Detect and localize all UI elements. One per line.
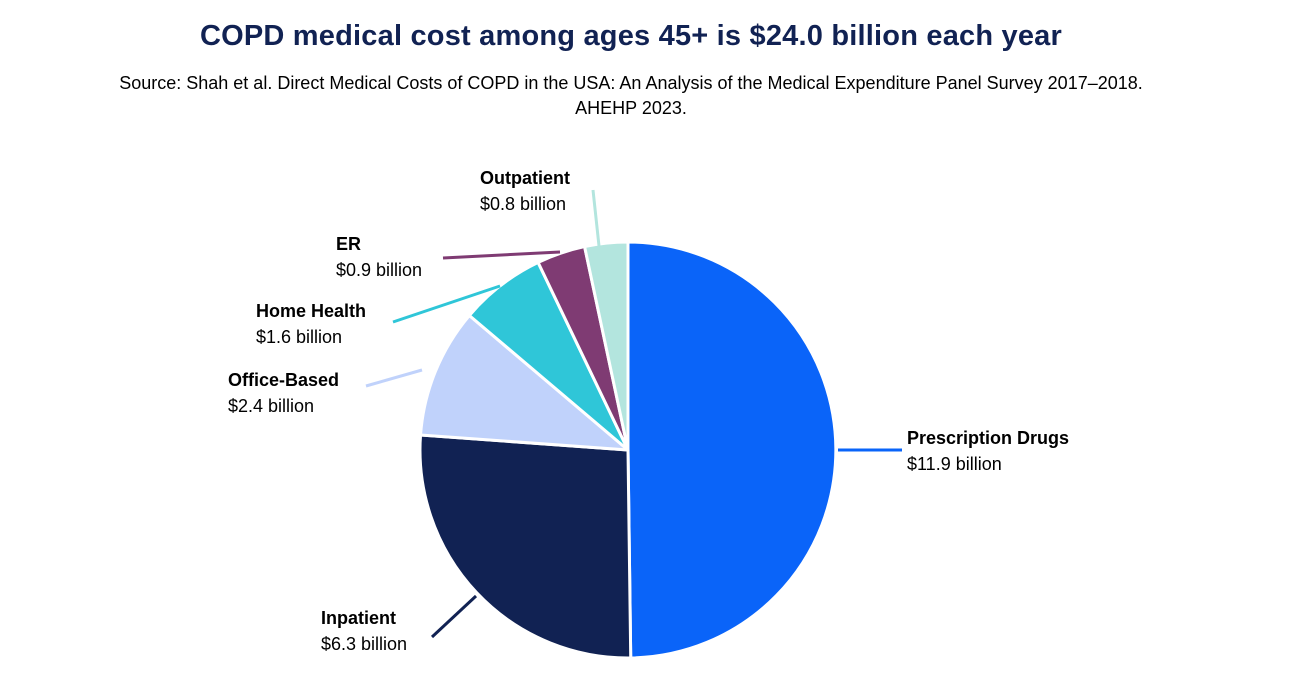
slice-label-outpatient: Outpatient $0.8 billion <box>480 165 570 217</box>
slice-label-inpatient: Inpatient $6.3 billion <box>321 605 407 657</box>
leader-line-outpatient <box>591 189 601 247</box>
slice-value-er: $0.9 billion <box>336 260 423 280</box>
leader-line-inpatient <box>430 594 478 639</box>
slice-name-inpatient: Inpatient <box>321 608 396 628</box>
leader-line-er <box>442 250 561 260</box>
pie-slice-office-based <box>419 313 630 452</box>
slice-value-prescription-drugs: $11.9 billion <box>907 454 1002 474</box>
slice-value-outpatient: $0.8 billion <box>480 194 567 214</box>
slice-name-home-health: Home Health <box>256 301 367 321</box>
slice-value-inpatient: $6.3 billion <box>321 634 408 654</box>
pie-slice-outpatient <box>583 240 630 452</box>
slice-name-prescription-drugs: Prescription Drugs <box>907 428 1070 448</box>
leader-line-home-health <box>392 284 501 324</box>
slice-label-home-health: Home Health $1.6 billion <box>256 298 366 350</box>
slice-label-er: ER $0.9 billion <box>336 231 422 283</box>
slice-name-office-based: Office-Based <box>228 370 340 390</box>
subtitle-line-1: Source: Shah et al. Direct Medical Costs… <box>119 73 1143 93</box>
slice-name-er: ER <box>336 234 362 254</box>
slice-value-office-based: $2.4 billion <box>228 396 315 416</box>
pie-slice-inpatient <box>418 433 633 660</box>
slice-label-office-based: Office-Based $2.4 billion <box>228 367 339 419</box>
chart-subtitle: Source: Shah et al. Direct Medical Costs… <box>0 71 1262 121</box>
subtitle-line-2: AHEHP 2023. <box>575 98 687 118</box>
leader-line-office-based <box>365 368 423 388</box>
slice-value-home-health: $1.6 billion <box>256 327 343 347</box>
pie-slice-prescription-drugs <box>626 240 838 660</box>
slice-label-prescription-drugs: Prescription Drugs $11.9 billion <box>907 425 1069 477</box>
slice-name-outpatient: Outpatient <box>480 168 570 188</box>
chart-title: COPD medical cost among ages 45+ is $24.… <box>199 20 1063 52</box>
